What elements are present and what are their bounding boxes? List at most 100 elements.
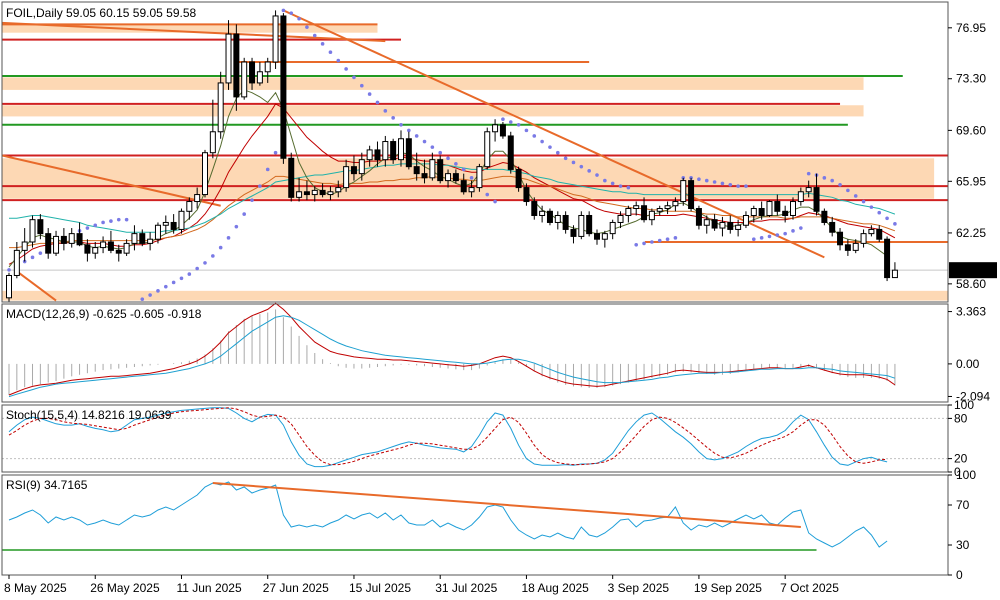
candle[interactable] [750, 205, 757, 223]
rsi-panel[interactable] [2, 481, 888, 551]
candle[interactable] [147, 232, 154, 251]
candle[interactable] [664, 201, 671, 215]
candle[interactable] [468, 180, 475, 198]
candle[interactable] [476, 163, 483, 192]
candle[interactable] [860, 229, 867, 248]
price-panel[interactable] [2, 8, 1000, 306]
candle[interactable] [37, 214, 44, 240]
candle[interactable] [413, 152, 420, 181]
candle[interactable] [578, 211, 585, 240]
candle[interactable] [672, 197, 679, 212]
candle[interactable] [405, 131, 412, 170]
candle[interactable] [288, 152, 295, 202]
candle[interactable] [366, 145, 373, 167]
candle[interactable] [539, 205, 546, 223]
candle[interactable] [311, 186, 318, 202]
candle[interactable] [170, 214, 177, 234]
candle[interactable] [123, 239, 130, 256]
candle[interactable] [390, 138, 397, 164]
candle[interactable] [570, 225, 577, 244]
candle[interactable] [852, 239, 859, 254]
candle[interactable] [437, 155, 444, 184]
candle[interactable] [727, 215, 734, 234]
candle[interactable] [100, 236, 107, 254]
candle[interactable] [742, 211, 749, 229]
candle[interactable] [186, 197, 193, 220]
candle[interactable] [76, 222, 83, 247]
candle[interactable] [6, 272, 12, 304]
candle[interactable] [445, 169, 452, 188]
candle[interactable] [107, 230, 114, 254]
candle[interactable] [625, 205, 632, 223]
candle[interactable] [656, 205, 663, 216]
candle[interactable] [782, 205, 789, 223]
candle[interactable] [868, 225, 875, 237]
candle[interactable] [115, 244, 122, 262]
candle[interactable] [303, 180, 310, 201]
candle[interactable] [131, 225, 138, 251]
candle[interactable] [891, 262, 898, 279]
candle[interactable] [703, 215, 710, 234]
candle[interactable] [484, 127, 491, 170]
candle[interactable] [343, 159, 350, 192]
candle[interactable] [209, 99, 216, 159]
candle[interactable] [421, 159, 428, 184]
candle[interactable] [601, 230, 608, 248]
candle[interactable] [154, 222, 161, 244]
candle[interactable] [241, 57, 248, 100]
candle[interactable] [202, 149, 208, 198]
candle[interactable] [844, 239, 851, 256]
candle[interactable] [327, 186, 334, 201]
candle[interactable] [499, 122, 506, 139]
candle[interactable] [876, 225, 883, 242]
candle[interactable] [546, 208, 553, 226]
candle[interactable] [805, 180, 812, 198]
candle[interactable] [233, 24, 240, 111]
candle[interactable] [84, 239, 91, 262]
candle[interactable] [829, 216, 836, 237]
candle[interactable] [688, 177, 695, 212]
candle[interactable] [225, 20, 232, 90]
candle[interactable] [429, 152, 436, 181]
candle[interactable] [382, 135, 389, 167]
candle[interactable] [45, 228, 52, 259]
candle[interactable] [21, 228, 28, 262]
candle[interactable] [374, 141, 381, 167]
candle[interactable] [280, 13, 287, 164]
candle[interactable] [554, 211, 561, 230]
candle[interactable] [296, 177, 303, 202]
candle[interactable] [758, 201, 765, 220]
candle[interactable] [648, 208, 655, 226]
candle[interactable] [217, 71, 224, 139]
candle[interactable] [452, 169, 459, 184]
candle[interactable] [774, 194, 781, 216]
candle[interactable] [139, 229, 146, 247]
candle[interactable] [398, 130, 404, 167]
candle[interactable] [335, 180, 342, 198]
candle[interactable] [492, 119, 499, 142]
candle[interactable] [594, 229, 600, 245]
candle[interactable] [194, 187, 201, 209]
candle[interactable] [884, 236, 891, 282]
macd-panel[interactable] [8, 302, 896, 398]
candle[interactable] [837, 228, 844, 251]
candle[interactable] [507, 131, 514, 174]
candle[interactable] [641, 197, 648, 223]
candle[interactable] [256, 62, 263, 86]
candle[interactable] [515, 166, 522, 192]
candle[interactable] [92, 242, 99, 259]
candle[interactable] [711, 214, 718, 231]
candle[interactable] [680, 177, 687, 206]
candle[interactable] [53, 230, 60, 256]
candle[interactable] [821, 208, 828, 226]
candle[interactable] [264, 57, 271, 83]
candle[interactable] [350, 155, 357, 181]
candle[interactable] [790, 197, 796, 220]
candle[interactable] [633, 201, 640, 216]
candle[interactable] [358, 152, 365, 181]
candle[interactable] [609, 219, 616, 240]
candle[interactable] [29, 215, 36, 248]
candle[interactable] [766, 200, 773, 217]
candle[interactable] [319, 183, 326, 198]
